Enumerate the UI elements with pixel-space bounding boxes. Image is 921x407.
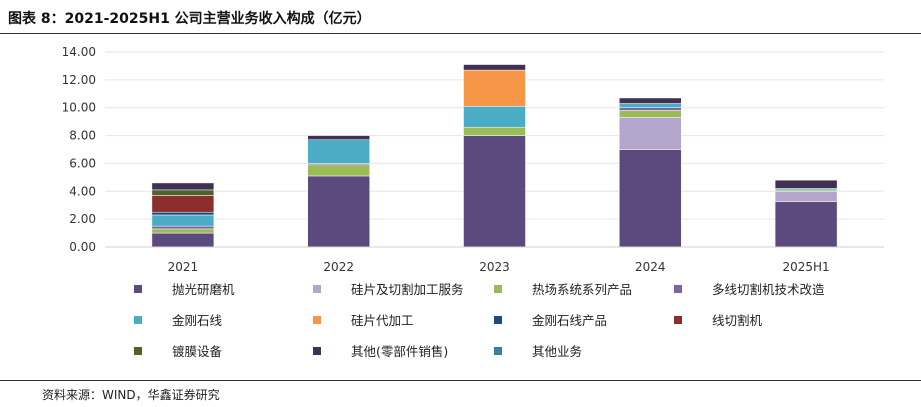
legend-swatch bbox=[494, 347, 502, 355]
legend-swatch bbox=[494, 316, 502, 324]
legend-label: 抛光研磨机 bbox=[172, 282, 235, 297]
x-tick-label: 2025H1 bbox=[782, 260, 829, 274]
legend-item: 抛光研磨机 bbox=[134, 282, 235, 297]
y-tick-label: 6.00 bbox=[69, 156, 96, 170]
bar-segment bbox=[307, 164, 370, 177]
x-tick-label: 2024 bbox=[635, 260, 666, 274]
bar-segment bbox=[151, 182, 215, 191]
figure-title: 图表 8：2021-2025H1 公司主营业务收入构成（亿元） bbox=[8, 11, 371, 27]
legend-swatch bbox=[134, 316, 142, 324]
bar-segment bbox=[463, 126, 526, 136]
x-tick-label: 2021 bbox=[168, 260, 199, 274]
bar-stacks bbox=[151, 64, 838, 248]
legend-swatch bbox=[134, 347, 142, 355]
legend-item: 镀膜设备 bbox=[134, 344, 223, 359]
legend-swatch bbox=[674, 316, 682, 324]
legend-swatch bbox=[674, 285, 682, 293]
stacked-bar-chart: 0.00 2.00 4.00 6.00 8.00 10.00 12.00 14.00 2021… bbox=[62, 45, 884, 359]
bar-segment bbox=[774, 191, 838, 202]
bar-segment bbox=[774, 201, 838, 248]
y-tick-label: 0.00 bbox=[69, 240, 96, 254]
bar-stack-2023 bbox=[463, 64, 526, 248]
bar-segment bbox=[307, 139, 370, 164]
legend-label: 其他业务 bbox=[532, 344, 582, 359]
y-tick-label: 2.00 bbox=[69, 212, 96, 226]
legend-item: 热场系统系列产品 bbox=[494, 282, 632, 297]
legend-item: 其他业务 bbox=[494, 344, 582, 359]
legend-label: 硅片及切割加工服务 bbox=[351, 282, 464, 297]
x-tick-label: 2023 bbox=[479, 260, 510, 274]
bar-stack-2022 bbox=[307, 135, 370, 248]
legend-label: 线切割机 bbox=[712, 313, 763, 328]
legend-swatch bbox=[494, 285, 502, 293]
bar-segment bbox=[619, 149, 682, 248]
x-tick-label: 2022 bbox=[323, 260, 354, 274]
bar-segment bbox=[463, 69, 526, 107]
bar-segment bbox=[619, 103, 682, 108]
legend-item: 多线切割机技术改造 bbox=[674, 282, 825, 297]
legend-label: 镀膜设备 bbox=[172, 344, 223, 359]
y-tick-label: 8.00 bbox=[69, 129, 96, 143]
y-tick-label: 14.00 bbox=[62, 45, 96, 59]
bar-segment bbox=[463, 106, 526, 128]
source-bar: 资料来源：WIND，华鑫证券研究 bbox=[0, 380, 921, 407]
legend-item: 其他(零部件销售) bbox=[313, 344, 448, 359]
bar-segment bbox=[774, 179, 838, 189]
figure-title-bar: 图表 8：2021-2025H1 公司主营业务收入构成（亿元） bbox=[0, 0, 921, 34]
y-tick-label: 12.00 bbox=[62, 73, 96, 87]
bar-segment bbox=[151, 195, 215, 213]
bar-segment bbox=[307, 175, 370, 248]
legend-swatch bbox=[313, 285, 321, 293]
legend-item: 硅片及切割加工服务 bbox=[313, 282, 464, 297]
bar-stack-2021 bbox=[151, 182, 215, 248]
bar-segment bbox=[307, 135, 370, 140]
bar-segment bbox=[151, 214, 215, 227]
legend-swatch bbox=[313, 347, 321, 355]
legend-label: 多线切割机技术改造 bbox=[712, 282, 825, 297]
bar-segment bbox=[151, 189, 215, 196]
bar-segment bbox=[619, 117, 682, 150]
legend-label: 金刚石线产品 bbox=[532, 313, 607, 328]
y-tick-label: 10.00 bbox=[62, 101, 96, 115]
legend-item: 线切割机 bbox=[674, 313, 763, 328]
y-axis-ticks: 0.00 2.00 4.00 6.00 8.00 10.00 12.00 14.00 bbox=[62, 45, 96, 254]
bar-segment bbox=[463, 135, 526, 248]
y-tick-label: 4.00 bbox=[69, 184, 96, 198]
bar-segment bbox=[619, 110, 682, 118]
legend-label: 热场系统系列产品 bbox=[532, 282, 632, 297]
bar-segment bbox=[619, 107, 682, 111]
legend-item: 硅片代加工 bbox=[313, 313, 414, 328]
legend-label: 硅片代加工 bbox=[351, 313, 414, 328]
x-axis-ticks: 2021 2022 2023 2024 2025H1 bbox=[168, 260, 830, 274]
bar-stack-2024 bbox=[619, 97, 682, 248]
legend-item: 金刚石线 bbox=[134, 313, 223, 328]
legend-label: 其他(零部件销售) bbox=[351, 344, 448, 359]
bar-segment bbox=[151, 225, 215, 230]
legend-label: 金刚石线 bbox=[172, 313, 223, 328]
bar-segment bbox=[463, 64, 526, 71]
bar-segment bbox=[151, 228, 215, 234]
bar-segment bbox=[151, 232, 215, 248]
source-note: 资料来源：WIND，华鑫证券研究 bbox=[42, 388, 220, 402]
bar-stack-2025H1 bbox=[774, 179, 838, 248]
bar-segment bbox=[619, 97, 682, 104]
legend-item: 金刚石线产品 bbox=[494, 313, 607, 328]
bar-segment bbox=[151, 211, 215, 216]
legend-swatch bbox=[134, 285, 142, 293]
legend-swatch bbox=[313, 316, 321, 324]
